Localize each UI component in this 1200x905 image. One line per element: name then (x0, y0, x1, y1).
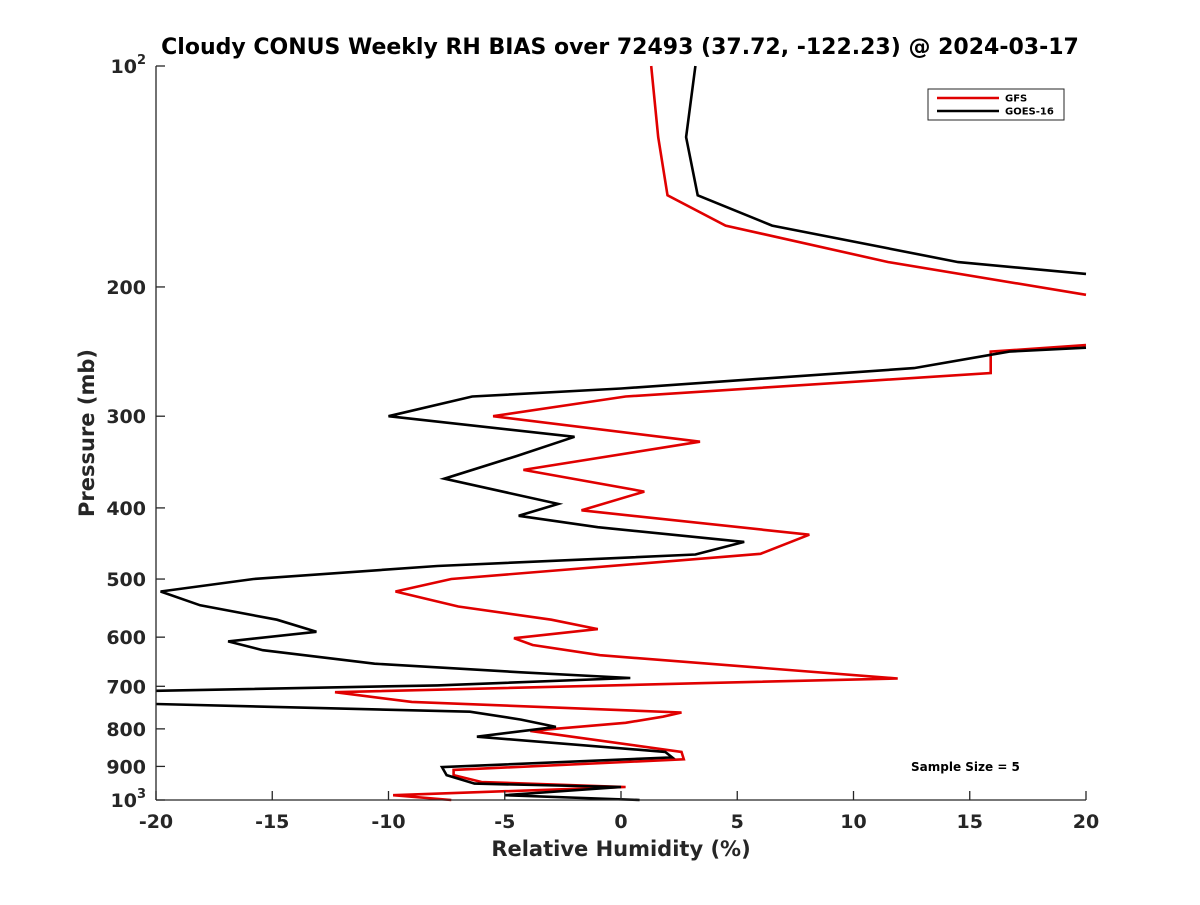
x-axis-title: Relative Humidity (%) (491, 837, 750, 861)
series-line-gfs-segment-0 (649, 65, 1087, 297)
x-ticks: -20 -15 -10 -5 0 5 10 15 20 (139, 791, 1099, 833)
x-tick-label: -15 (255, 811, 289, 833)
x-tick-label: 10 (840, 811, 866, 833)
series-line-goes16-segment-2 (155, 702, 676, 802)
x-tick-label: 0 (614, 811, 627, 833)
x-tick-label: 15 (957, 811, 983, 833)
series-line-goes16-segment-0 (684, 65, 1087, 276)
y-tick-label: 200 (106, 277, 146, 299)
y-tick-label: 800 (106, 719, 146, 741)
y-tick-label: 900 (106, 756, 146, 778)
x-tick-label: 20 (1073, 811, 1099, 833)
legend-label-gfs: GFS (1005, 94, 1027, 105)
y-axis-title: Pressure (mb) (75, 349, 99, 517)
x-tick-label: -20 (139, 811, 173, 833)
chart-title: Cloudy CONUS Weekly RH BIAS over 72493 (… (161, 35, 1079, 60)
x-tick-label: -10 (371, 811, 405, 833)
y-tick-label: 700 (106, 676, 146, 698)
y-tick-label: 400 (106, 498, 146, 520)
x-tick-label: 5 (731, 811, 744, 833)
y-tick-label: 600 (106, 627, 146, 649)
series-layer (155, 65, 1087, 802)
legend-box (927, 88, 1065, 121)
y-tick-label: 500 (106, 569, 146, 591)
series-line-gfs-segment-1 (334, 343, 1087, 802)
legend: GFS GOES-16 (927, 88, 1065, 121)
x-tick-label: -5 (494, 811, 515, 833)
legend-label-goes16: GOES-16 (1005, 107, 1054, 118)
series-line-goes16-segment-1 (155, 346, 1087, 693)
sample-size-annotation: Sample Size = 5 (911, 760, 1020, 774)
y-tick-label: 300 (106, 406, 146, 428)
